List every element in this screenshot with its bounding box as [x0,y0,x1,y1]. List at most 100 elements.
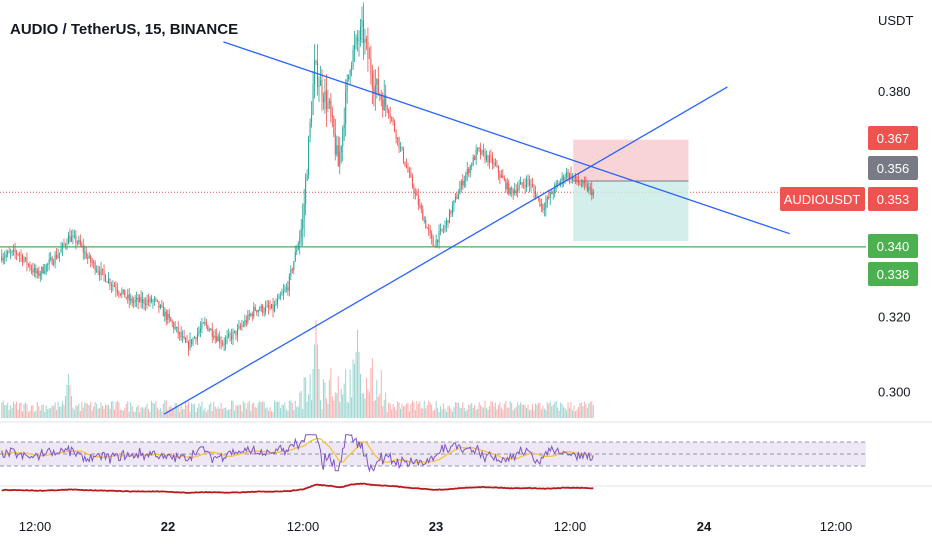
candle [91,257,93,267]
candle [426,226,428,229]
position-tool[interactable] [573,139,689,242]
candle [359,19,362,47]
price-axis[interactable]: 0.300 0.320 0.380 [878,84,911,400]
volume-bar [238,404,240,418]
candle [109,277,111,291]
candle-body [112,285,114,286]
candle [50,251,52,262]
candle [438,224,440,249]
candle-body [496,165,498,167]
volume-bar [441,409,443,418]
candle-body [579,183,581,185]
volume-bar [180,405,182,418]
candle-body [271,304,273,309]
candle [318,76,320,102]
candle-body [2,258,4,261]
volume-bar [179,411,181,418]
candle [327,89,329,112]
candle-body [518,184,520,189]
candle-body [176,326,178,328]
volume-bar [309,374,311,418]
candle-body [514,190,516,194]
candle [125,296,127,300]
volume-bar [47,408,49,418]
candle-body [551,192,553,195]
volume-bar [425,408,427,418]
candle [499,170,501,184]
candle [213,330,215,341]
candle-body [177,326,179,334]
volume-bar [20,402,22,418]
candle [259,306,261,311]
candle-body [16,252,18,255]
candle-body [577,181,579,184]
volume-bar [195,412,197,418]
candle [336,135,338,157]
candle-body [368,58,370,60]
trendlines[interactable] [163,41,790,415]
volume-bar [574,411,576,418]
volume-bar [90,401,92,418]
candle [226,330,228,345]
volume-bar [217,406,219,418]
candle-body [228,333,230,337]
candle [10,248,12,260]
volume-bar [402,406,405,418]
volume-bar [27,411,29,418]
volume-bar [39,410,41,418]
volume-bar [67,373,69,418]
candle-body [226,336,228,339]
volume-bar [502,409,504,418]
candle [190,339,193,348]
candle [168,308,170,324]
volume-bar [408,411,410,418]
volume-bar [549,401,551,418]
volume-bar [239,404,241,418]
candle-body [484,152,486,161]
candle-body [54,254,56,264]
candle-body [358,40,360,41]
candle [431,230,433,245]
candle-body [269,307,271,309]
candle [460,179,462,193]
candle-body [318,85,320,87]
volume-bar [445,411,448,418]
volume-bar [291,402,293,418]
candle-body [124,289,126,298]
candle [239,322,241,331]
candle-body [113,285,115,287]
candle [502,169,504,179]
candle-body [450,210,452,214]
volume-bar [94,402,96,418]
candle [380,90,382,107]
volume-bar [364,398,366,418]
candle [321,68,323,112]
volume-bar [299,392,301,418]
candle [137,294,139,310]
volume-bar [592,405,594,418]
volume-bar [454,402,456,418]
candle-body [106,281,108,283]
volume-bar [24,402,26,418]
candle [533,183,535,199]
volume-bar [30,405,32,418]
candle-body [97,270,99,272]
volume-bar [54,402,56,418]
volume-bar [164,400,166,418]
time-axis[interactable]: 12:00 22 12:00 23 12:00 24 12:00 [19,519,853,534]
volume-bar [188,401,190,418]
candle-body [558,183,560,185]
candle [407,162,409,173]
candle [260,303,262,313]
candle-body [130,298,132,301]
volume-bar [349,369,351,418]
candle [397,137,399,146]
candle [459,180,461,195]
candle [288,273,290,297]
volume-bar [351,397,353,418]
candle-body [477,147,479,151]
volume-bar [493,406,495,418]
candle-body [45,264,47,272]
candle-body [133,301,135,303]
